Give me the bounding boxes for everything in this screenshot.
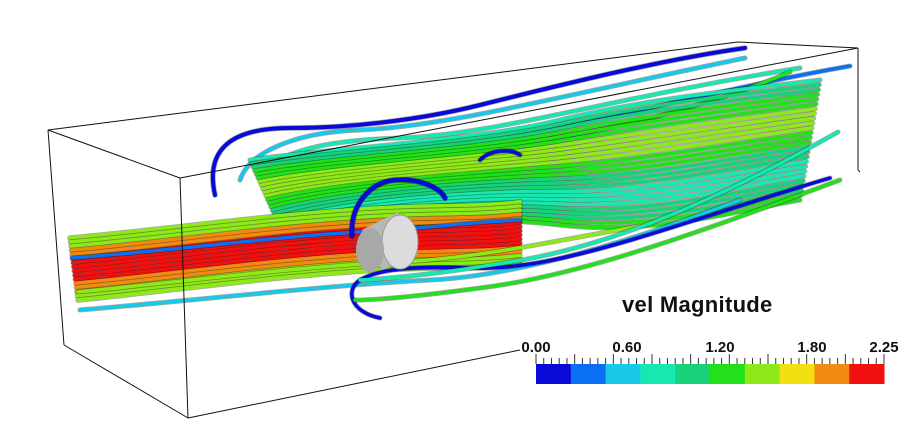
streamline [264, 126, 814, 198]
streamline [248, 78, 822, 162]
streamline [72, 237, 522, 278]
streamline [73, 245, 522, 286]
streamline [269, 140, 812, 209]
streamline [210, 46, 747, 197]
bounding-box-front [47, 47, 861, 419]
streamline [73, 241, 522, 282]
streamline [259, 111, 817, 187]
streamline [71, 224, 522, 265]
legend-tick-label: 0.00 [521, 339, 551, 356]
color-bar-segment [814, 364, 850, 384]
streamline [254, 97, 819, 177]
streamline [267, 135, 813, 205]
streamline [270, 145, 811, 213]
color-bar-segment [570, 364, 607, 384]
streamline [261, 116, 816, 191]
streamline [273, 155, 809, 220]
streamline [349, 177, 448, 239]
legend-tick-label: 0.60 [612, 339, 642, 356]
color-bar-segment [849, 364, 885, 384]
streamline [68, 200, 522, 240]
color-bar-segment [605, 364, 641, 384]
legend-title: vel Magnitude [622, 292, 773, 317]
color-bar-segment [710, 364, 746, 384]
streamline [78, 198, 742, 312]
streamline [251, 87, 821, 169]
color-bar [536, 364, 885, 384]
color-bar-segment [779, 364, 815, 384]
color-bar-segment [640, 364, 676, 384]
color-bar-segment [675, 364, 711, 384]
streamline [69, 208, 522, 249]
streamline [257, 107, 817, 184]
streamline [275, 159, 809, 223]
streamline [71, 228, 522, 269]
cylinder-obstacle [356, 212, 419, 272]
legend-tick-label: 1.20 [705, 339, 735, 356]
streamline [256, 102, 818, 180]
streamlines [67, 45, 853, 321]
streamline [358, 130, 840, 282]
color-bar-segment [744, 364, 781, 384]
streamline [70, 218, 522, 260]
bounding-box-back [47, 41, 859, 346]
streamline [272, 150, 810, 216]
streamline [75, 257, 522, 298]
color-bar-segment [536, 364, 572, 384]
streamline [72, 233, 522, 274]
streamline [265, 131, 813, 202]
streamline [262, 121, 815, 195]
color-bar-ticks [535, 354, 885, 364]
streamline [353, 178, 842, 302]
streamline [258, 66, 802, 177]
streamline [238, 56, 747, 182]
legend-tick-label: 2.25 [869, 339, 899, 356]
streamline [249, 83, 821, 166]
streamline [68, 204, 522, 245]
streamline [69, 212, 522, 253]
streamline [478, 149, 522, 162]
streamline [253, 92, 820, 173]
legend-tick-label: 1.80 [797, 339, 827, 356]
